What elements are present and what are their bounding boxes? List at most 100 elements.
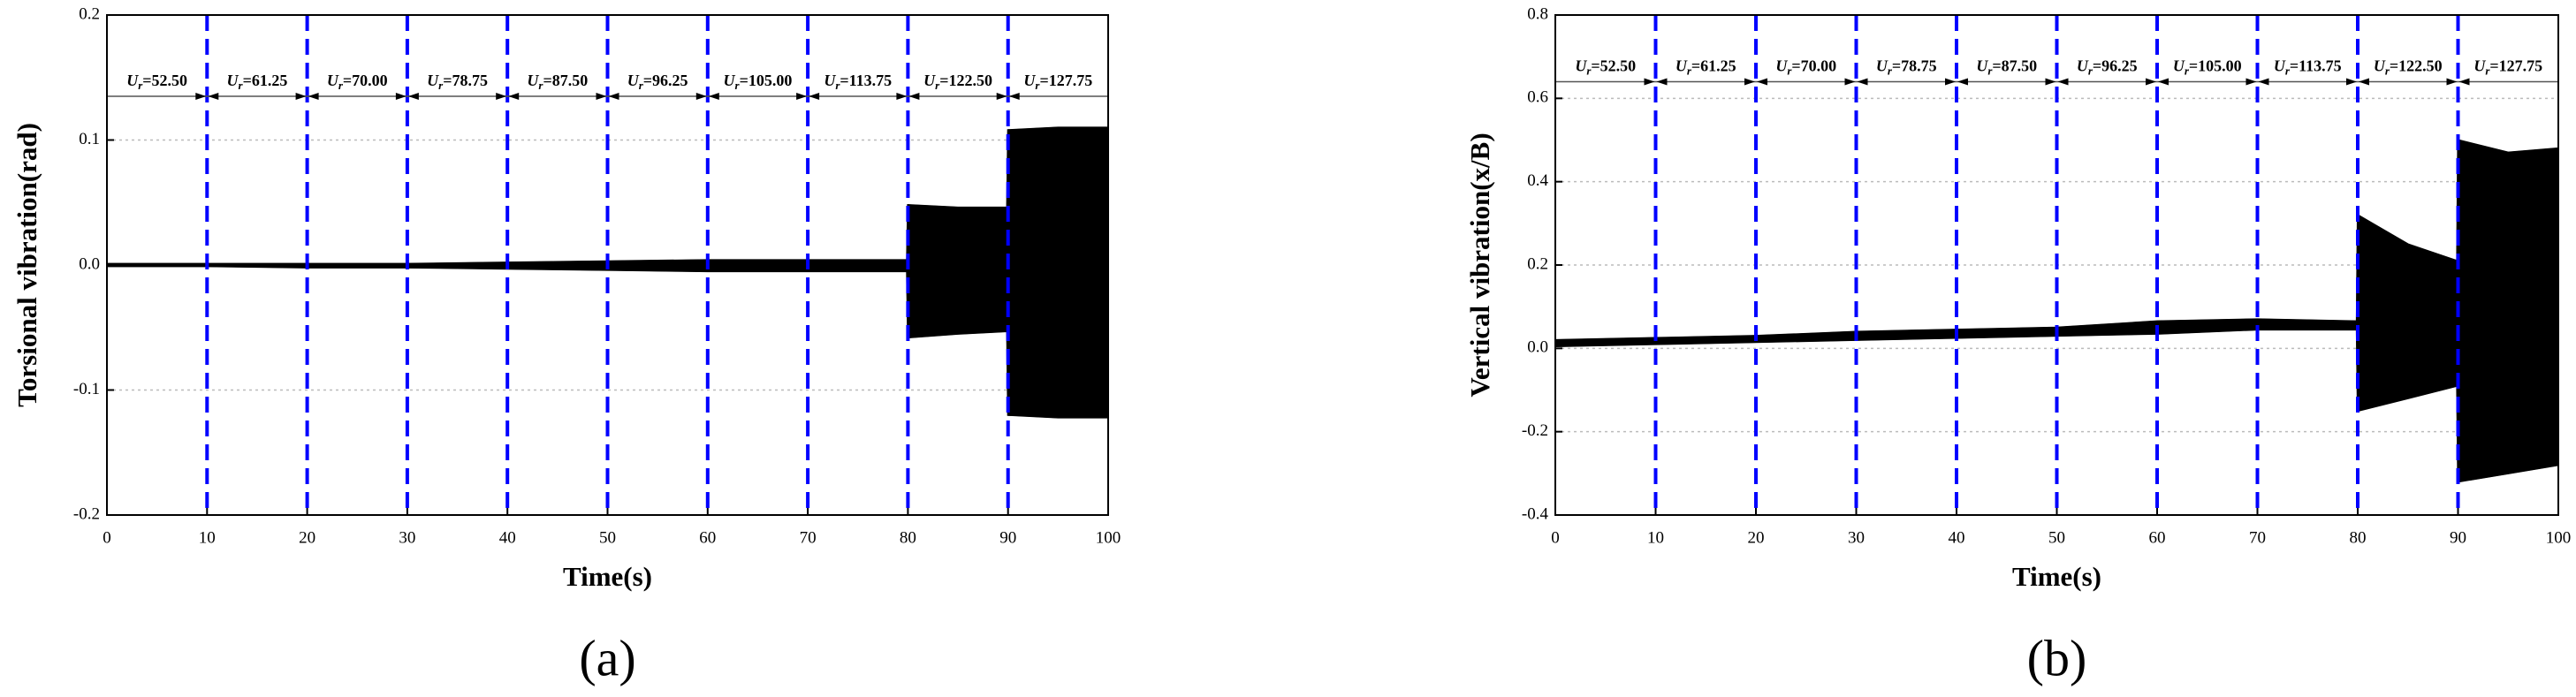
region-label: Ur=127.75 (2473, 57, 2542, 78)
x-tick-label: 40 (1949, 528, 1965, 547)
x-tick-label: 100 (2546, 528, 2572, 547)
region-label: Ur=122.50 (923, 72, 992, 92)
region-value: =70.00 (343, 72, 388, 89)
y-tick-label: 0.8 (1527, 4, 1548, 23)
x-tick-label: 30 (399, 528, 415, 547)
region-label: Ur=113.75 (824, 72, 892, 92)
arrow-head (2346, 78, 2369, 86)
region-value: =122.50 (939, 72, 992, 89)
region-value: =96.25 (2093, 57, 2138, 75)
region-symbol: U (724, 72, 736, 89)
region-subscript: r (1035, 79, 1040, 92)
region-symbol: U (126, 72, 139, 89)
arrow-head (1644, 78, 1668, 86)
region-symbol: U (227, 72, 239, 89)
arrow-head (796, 92, 820, 100)
region-symbol: U (627, 72, 640, 89)
x-tick-label: 0 (103, 528, 111, 547)
region-label: Ur=61.25 (227, 72, 288, 92)
region-subscript: r (1987, 64, 1993, 77)
x-tick-label: 70 (800, 528, 817, 547)
region-subscript: r (1687, 64, 1692, 77)
region-value: =78.75 (443, 72, 488, 89)
region-subscript: r (735, 79, 741, 92)
x-tick-label: 90 (999, 528, 1016, 547)
x-tick-label: 20 (1748, 528, 1765, 547)
region-subscript: r (935, 79, 940, 92)
region-label: Ur=78.75 (427, 72, 488, 92)
plot-frame (106, 14, 1109, 516)
region-label: Ur=61.25 (1676, 57, 1736, 78)
region-symbol: U (824, 72, 836, 89)
y-tick-label: 0.1 (79, 130, 100, 148)
y-axis-title: Torsional vibration(rad) (11, 123, 42, 407)
y-tick-label: -0.2 (1522, 421, 1548, 440)
y-tick-label: 0.2 (79, 4, 100, 23)
region-label: Ur=113.75 (2274, 57, 2342, 78)
region-subscript: r (1888, 64, 1893, 77)
arrow-head (295, 92, 319, 100)
region-subscript: r (338, 79, 344, 92)
arrow-head (2446, 78, 2470, 86)
region-label: Ur=105.00 (724, 72, 793, 92)
x-axis-title: Time(s) (563, 561, 652, 592)
arrow-head (996, 92, 1020, 100)
region-label: Ur=87.50 (1976, 57, 2037, 78)
region-label: Ur=122.50 (2374, 57, 2443, 78)
region-subscript: r (2088, 64, 2093, 77)
region-subscript: r (138, 79, 143, 92)
region-label: Ur=127.75 (1023, 72, 1092, 92)
region-value: =87.50 (1992, 57, 2037, 75)
region-label: Ur=70.00 (1775, 57, 1836, 78)
region-value: =52.50 (142, 72, 187, 89)
region-label: Ur=52.50 (1575, 57, 1636, 78)
region-symbol: U (2274, 57, 2286, 75)
region-symbol: U (527, 72, 539, 89)
region-label: Ur=70.00 (327, 72, 388, 92)
region-label: Ur=52.50 (126, 72, 187, 92)
arrow-head (695, 92, 719, 100)
x-tick-label: 40 (499, 528, 516, 547)
arrow-head (2245, 78, 2269, 86)
arrow-head (596, 92, 619, 100)
plot-frame (1554, 14, 2559, 516)
arrow-head (1945, 78, 1968, 86)
y-tick-label: -0.4 (1522, 504, 1549, 523)
x-tick-label: 20 (299, 528, 315, 547)
arrow-head (2146, 78, 2169, 86)
region-subscript: r (639, 79, 644, 92)
region-symbol: U (1775, 57, 1788, 75)
region-symbol: U (1876, 57, 1888, 75)
region-symbol: U (1976, 57, 1988, 75)
y-axis-title: Vertical vibration(x/B) (1464, 133, 1495, 397)
y-tick-label: 0.0 (1527, 338, 1548, 357)
region-subscript: r (438, 79, 444, 92)
region-symbol: U (1676, 57, 1688, 75)
region-subscript: r (538, 79, 543, 92)
region-subscript: r (239, 79, 244, 92)
x-tick-label: 70 (2249, 528, 2266, 547)
region-symbol: U (427, 72, 439, 89)
arrow-head (2045, 78, 2069, 86)
x-tick-label: 10 (199, 528, 216, 547)
x-tick-label: 90 (2450, 528, 2466, 547)
x-tick-label: 100 (1096, 528, 1121, 547)
region-value: =122.50 (2390, 57, 2443, 75)
arrow-head (896, 92, 920, 100)
region-subscript: r (2385, 64, 2390, 77)
y-tick-label: -0.1 (73, 380, 100, 398)
arrow-head (1844, 78, 1868, 86)
region-value: =127.75 (1039, 72, 1092, 89)
region-value: =52.50 (1591, 57, 1636, 75)
region-label: Ur=105.00 (2173, 57, 2242, 78)
x-tick-label: 60 (2149, 528, 2166, 547)
region-value: =113.75 (840, 72, 892, 89)
arrow-head (1744, 78, 1767, 86)
region-value: =87.50 (543, 72, 588, 89)
arrow-head (195, 92, 219, 100)
region-value: =70.00 (1791, 57, 1836, 75)
x-tick-label: 80 (900, 528, 916, 547)
region-subscript: r (1787, 64, 1792, 77)
panel-label: (a) (579, 629, 635, 686)
